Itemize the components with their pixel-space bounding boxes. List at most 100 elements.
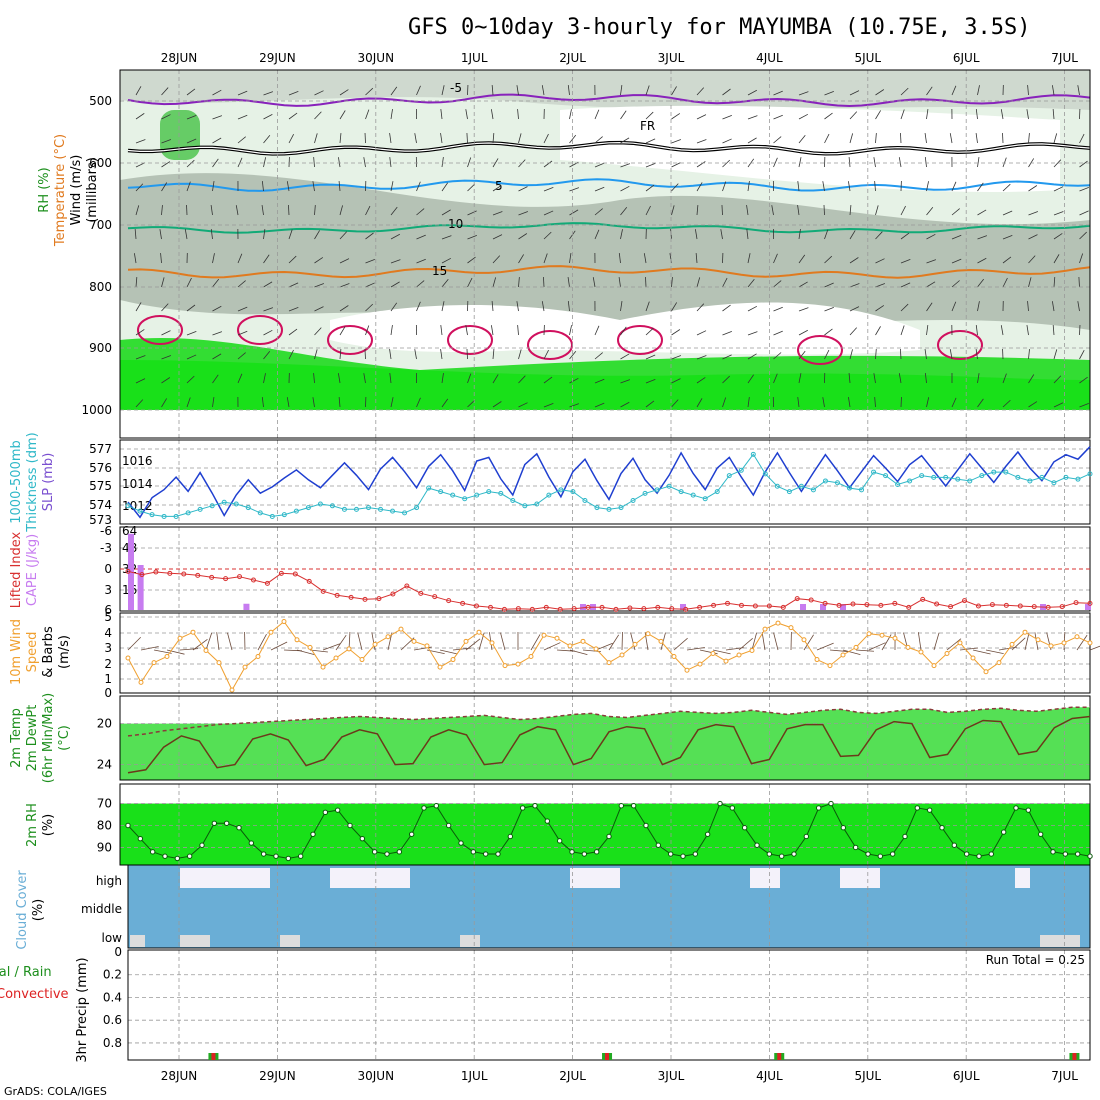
wind-barb [849,327,858,336]
wind-barb [875,326,881,336]
wind-barb [1077,85,1080,96]
wind-barb [959,647,978,651]
rh2m-point [384,851,390,857]
wind-point [216,660,222,666]
wind-barb [135,277,138,288]
li-point [404,583,410,589]
wind-barb [186,277,192,288]
x-date-top: 28JUN [161,51,198,65]
rh2m-point [581,851,588,857]
wind-barb [237,136,246,144]
panel-frame [119,695,1091,781]
li-point [794,596,800,602]
wind-barb [365,232,374,240]
wind-barb [261,181,264,192]
wind-point [190,629,196,635]
wind-barb [569,253,572,264]
thickness-point [534,501,540,507]
wind-point [346,646,352,652]
wind-barb [286,181,290,192]
wind-barb [337,373,341,384]
li-point [989,602,995,608]
wind-barb [441,182,449,192]
wind-barb [390,233,400,240]
wind-barb [696,355,707,360]
y-axis-label: Thickness (dm) [25,432,40,532]
freezing-line [127,141,1091,155]
wind-point [1048,643,1054,649]
li-point [306,578,312,584]
wind-barb [237,306,248,312]
wind-barb [416,181,421,192]
thickness-point [221,499,227,505]
wind-barb [237,90,248,96]
rh2m-point [1013,805,1019,811]
wind-barb [288,229,293,240]
wind-barb [263,157,267,168]
wind-barb [263,135,271,144]
wind-barb [365,258,375,264]
thickness-point [919,473,925,479]
wind-barb [747,253,751,264]
thickness-point [690,492,696,498]
thickness-point [281,512,287,518]
li-point [264,580,270,586]
thickness-point [317,501,323,507]
wind-barb [926,302,933,312]
wind-point [398,626,404,632]
wind-barb [161,377,171,384]
wind-barb [543,642,561,651]
wind-barb [924,373,927,384]
wind-barb [212,158,219,168]
thickness-point [161,513,167,519]
wind-point [645,631,651,637]
thickness-point [750,451,756,457]
thickness-point [570,489,576,495]
y-tick-precip: 0 [114,945,122,959]
li-point [1031,604,1037,610]
wind-barb [773,632,779,651]
wind-barb [186,397,191,408]
rh2m-point [248,840,255,846]
wind-barb [951,181,957,192]
wind-point [138,679,144,685]
wind-barb [671,399,679,408]
wind-barb [977,235,988,240]
thickness-point [594,505,600,511]
panel-frame [119,69,1091,439]
thickness-point [305,505,311,511]
wind-barb [312,181,315,192]
wind-barb [1028,277,1032,288]
wind-barb [288,282,299,288]
y-axis-label: 1000-500mb [9,440,24,524]
x-date-bottom: 1JUL [461,1069,488,1083]
x-date-bottom: 28JUN [161,1069,198,1083]
run-total: Run Total = 0.25 [986,953,1085,967]
cape-bar [243,603,250,610]
wind-barb [263,114,273,120]
wind-barb [567,277,570,288]
y-tick-precip: 0.4 [103,990,122,1004]
y-tick-temp: 20 [97,717,112,731]
wind-barb [567,85,570,96]
wind-barb [135,139,146,144]
rh2m-point [371,849,378,855]
y-tick-rh2m: 70 [97,797,112,811]
wind-point [1074,634,1080,640]
wind-barb [824,91,834,96]
wind-barb [365,282,375,288]
wind-barb [210,229,213,240]
wind-barb [695,253,698,264]
wind-barb [875,258,885,264]
wind-barb [848,157,851,168]
wind-barb [441,398,449,408]
wind-barb [671,205,675,216]
wind-barb [746,229,749,240]
li-point [487,604,493,610]
wind-barb [917,632,922,651]
rh2m-point [926,807,933,813]
x-date-top: 29JUN [259,51,296,65]
y-axis-label: Speed [25,632,40,673]
y-tick-pressure: 700 [89,218,112,232]
wind-barb [389,157,392,168]
